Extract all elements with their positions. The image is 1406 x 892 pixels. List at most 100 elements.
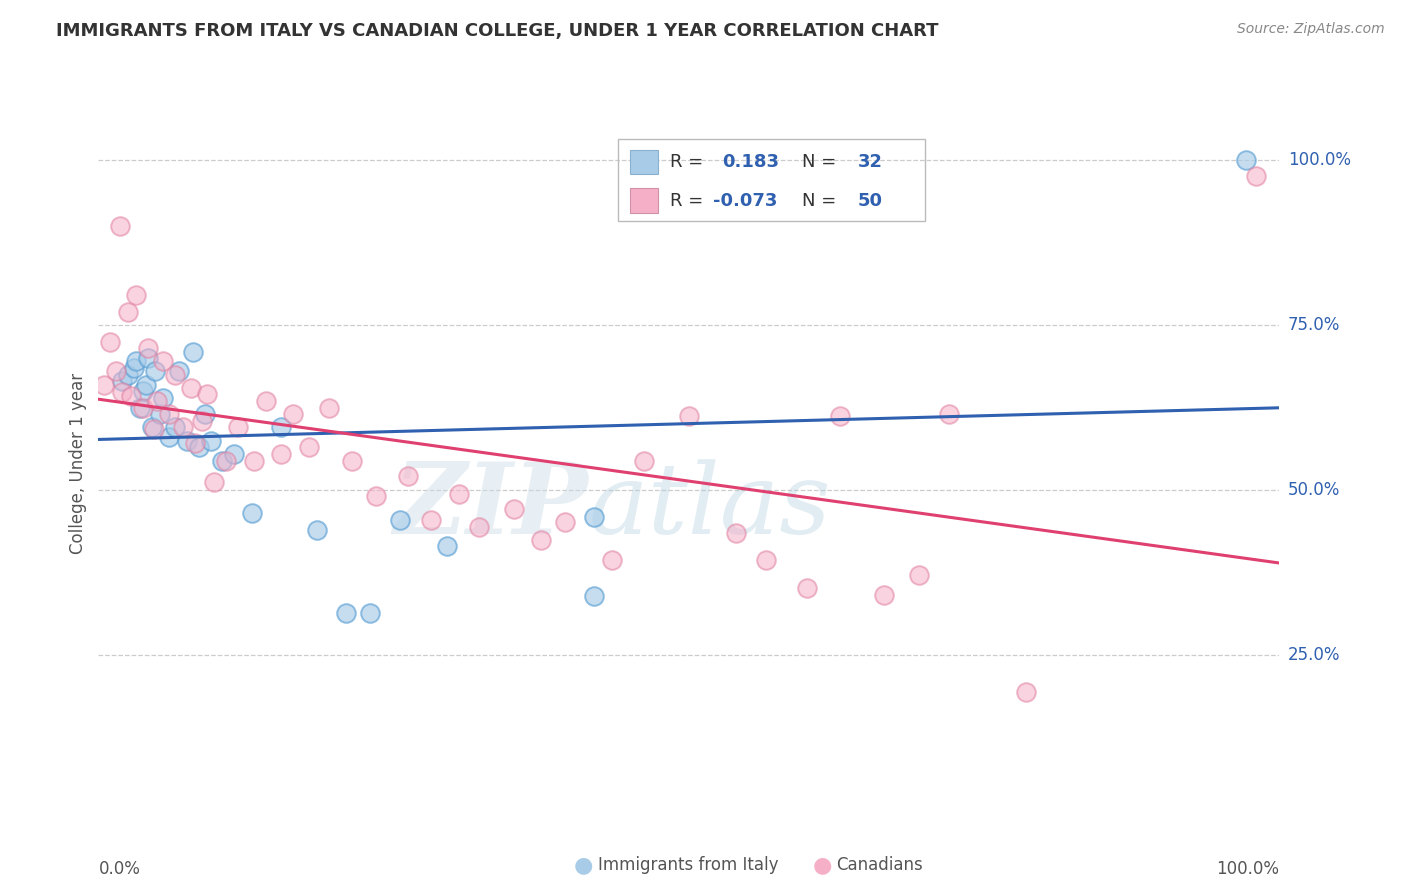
Point xyxy=(136,351,159,365)
Point xyxy=(141,420,163,434)
Point xyxy=(240,507,263,521)
Point xyxy=(583,589,606,603)
Y-axis label: College, Under 1 year: College, Under 1 year xyxy=(69,373,87,555)
Point xyxy=(335,606,357,620)
Point xyxy=(200,434,222,448)
Point xyxy=(152,354,174,368)
Text: 50.0%: 50.0% xyxy=(1288,482,1340,500)
Point xyxy=(121,389,143,403)
Point xyxy=(202,475,225,490)
Point xyxy=(364,489,387,503)
Point xyxy=(194,407,217,421)
Point xyxy=(98,334,121,349)
Point xyxy=(530,533,553,547)
Point xyxy=(184,435,207,450)
Point xyxy=(725,526,748,541)
Text: R =: R = xyxy=(671,153,709,171)
Point xyxy=(176,434,198,448)
Point xyxy=(298,440,321,454)
Point xyxy=(283,407,305,421)
Point xyxy=(172,420,194,434)
Point xyxy=(224,447,246,461)
Text: Immigrants from Italy: Immigrants from Italy xyxy=(598,856,778,874)
Text: -0.073: -0.073 xyxy=(713,192,778,210)
Point xyxy=(142,422,165,436)
Point xyxy=(226,420,249,434)
Point xyxy=(755,552,778,566)
Point xyxy=(125,354,148,368)
Point xyxy=(554,515,576,529)
Point xyxy=(146,394,169,409)
Point xyxy=(135,377,157,392)
Point xyxy=(1014,685,1036,699)
Text: N =: N = xyxy=(803,192,842,210)
Point xyxy=(211,453,233,467)
Point xyxy=(157,430,180,444)
Point xyxy=(181,344,204,359)
Point xyxy=(503,501,526,516)
Text: IMMIGRANTS FROM ITALY VS CANADIAN COLLEGE, UNDER 1 YEAR CORRELATION CHART: IMMIGRANTS FROM ITALY VS CANADIAN COLLEG… xyxy=(56,22,939,40)
Text: ●: ● xyxy=(813,855,832,875)
Point xyxy=(117,368,139,382)
Point xyxy=(600,552,623,566)
Point xyxy=(132,401,155,415)
Point xyxy=(796,581,818,595)
Point xyxy=(195,387,218,401)
Point xyxy=(420,513,443,527)
Text: Source: ZipAtlas.com: Source: ZipAtlas.com xyxy=(1237,22,1385,37)
Text: atlas: atlas xyxy=(589,459,831,554)
Point xyxy=(583,509,606,524)
Point xyxy=(1234,153,1257,167)
Point xyxy=(908,567,931,582)
Point xyxy=(187,440,209,454)
Text: 25.0%: 25.0% xyxy=(1288,647,1340,665)
Text: 100.0%: 100.0% xyxy=(1288,151,1351,169)
Point xyxy=(633,453,655,467)
Point xyxy=(136,341,159,355)
Point xyxy=(128,401,150,415)
Point xyxy=(157,407,180,421)
Text: 0.183: 0.183 xyxy=(723,153,779,171)
Point xyxy=(254,394,277,409)
Point xyxy=(143,364,166,378)
Text: R =: R = xyxy=(671,192,709,210)
Point xyxy=(436,540,458,554)
Point xyxy=(149,407,172,421)
Point xyxy=(938,407,960,421)
Text: 100.0%: 100.0% xyxy=(1216,860,1279,878)
Point xyxy=(165,368,187,382)
Text: 0.0%: 0.0% xyxy=(98,860,141,878)
Point xyxy=(1244,169,1267,184)
Point xyxy=(830,409,852,424)
Point xyxy=(342,453,364,467)
Point xyxy=(125,288,148,302)
Bar xyxy=(630,150,658,175)
Point xyxy=(108,219,131,233)
Point xyxy=(873,588,896,602)
Point xyxy=(180,381,202,395)
Point xyxy=(388,513,411,527)
Point xyxy=(270,420,292,434)
Point xyxy=(678,409,700,424)
Bar xyxy=(630,188,658,213)
Point xyxy=(447,486,470,500)
Point xyxy=(243,453,266,467)
Point xyxy=(467,519,489,533)
Point xyxy=(396,468,419,483)
Point xyxy=(93,377,115,392)
Point xyxy=(215,453,238,467)
Point xyxy=(111,374,134,388)
Point xyxy=(191,414,214,428)
Point xyxy=(167,364,190,378)
Text: 75.0%: 75.0% xyxy=(1288,316,1340,334)
Text: 32: 32 xyxy=(858,153,883,171)
Point xyxy=(111,385,134,400)
Point xyxy=(117,305,139,319)
Point xyxy=(152,391,174,405)
Point xyxy=(318,401,340,415)
Point xyxy=(359,606,381,620)
Text: ●: ● xyxy=(574,855,593,875)
Point xyxy=(270,447,292,461)
Text: Canadians: Canadians xyxy=(837,856,924,874)
Text: 50: 50 xyxy=(858,192,883,210)
